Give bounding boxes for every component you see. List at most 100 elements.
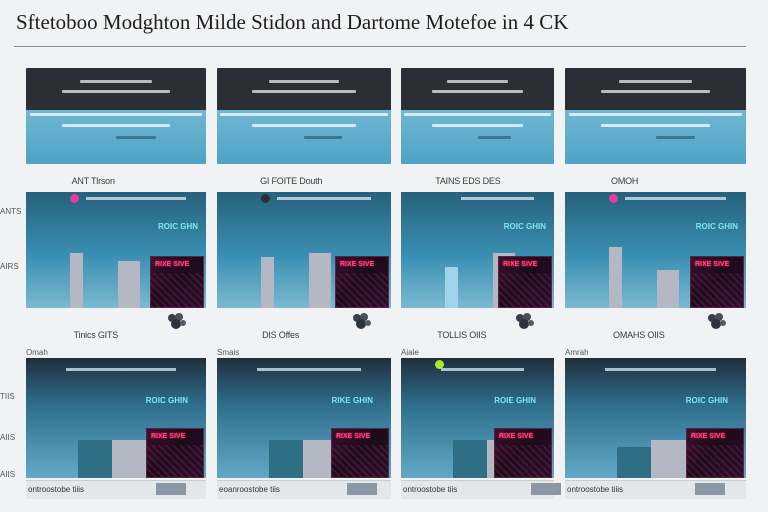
column-left-mark: Omah	[26, 348, 48, 357]
header-light-band	[565, 110, 746, 164]
bar-mark	[309, 252, 331, 308]
header-text-line	[116, 136, 156, 139]
panel-value-label: ROIC GHIN	[503, 222, 546, 231]
legend-text-line	[257, 368, 361, 371]
bar-mark	[453, 439, 487, 478]
bar-mark	[657, 269, 679, 308]
header-text-line	[477, 136, 512, 139]
panel-value-label: ROIC GHIN	[145, 396, 188, 405]
header-text-line	[404, 113, 551, 116]
bar-mark	[112, 439, 148, 478]
lower-panel-4[interactable]: ROIC GHIN RIXE SIVE	[565, 358, 746, 478]
column-left-mark: Aiale	[401, 348, 419, 357]
header-card-4[interactable]	[565, 68, 746, 164]
heatmap-hatch	[495, 445, 551, 477]
header-text-line	[431, 124, 524, 127]
header-dark-band	[401, 68, 554, 110]
legend-dot-icon	[261, 194, 270, 203]
panel-value-label: ROIC GHIN	[685, 396, 728, 405]
legend-dot-icon	[435, 360, 444, 369]
cluster-icon	[706, 312, 728, 329]
upper-panel-1[interactable]: ROIC GHN RIXE SIVE	[26, 192, 206, 308]
header-text-line	[619, 80, 692, 83]
header-text-line	[29, 113, 203, 116]
heatmap-inset: RIXE SIVE	[331, 428, 389, 478]
footer-mini-bar	[695, 483, 725, 495]
heatmap-inset: RIXE SIVE	[150, 256, 204, 308]
footer-label: ontroostobe tiiis	[567, 485, 624, 494]
header-dark-band	[26, 68, 206, 110]
bar-mark	[118, 261, 140, 308]
heatmap-hatch	[151, 273, 203, 307]
legend-text-line	[86, 197, 186, 200]
bar-mark	[445, 267, 458, 308]
header-card-2[interactable]	[217, 68, 391, 164]
header-text-line	[446, 80, 509, 83]
header-text-line	[568, 113, 743, 116]
heatmap-label: RIXE SIVE	[691, 433, 726, 440]
heatmap-inset: RIXE SIVE	[335, 256, 389, 308]
heatmap-hatch	[691, 273, 743, 307]
heatmap-label: RIXE SIVE	[155, 261, 190, 268]
panel-footer[interactable]: eoanroostobe tiis	[217, 480, 391, 499]
row-label-lower-3: AIIS	[0, 470, 16, 479]
heatmap-inset: RIXE SIVE	[146, 428, 204, 478]
header-card-3[interactable]	[401, 68, 554, 164]
upper-panel-3[interactable]: ROIC GHIN RIXE SIVE	[401, 192, 554, 308]
header-text-line	[251, 90, 357, 93]
header-text-line	[431, 90, 524, 93]
panel-value-label: ROIC GHN	[158, 222, 198, 231]
column-caption-mid: Tinics GITS	[73, 330, 119, 340]
header-text-line	[220, 113, 388, 116]
heatmap-label: RIXE SIVE	[151, 433, 186, 440]
heatmap-inset: RIXE SIVE	[498, 256, 552, 308]
heatmap-hatch	[336, 273, 388, 307]
lower-panel-2[interactable]: RIKE GHIN RIXE SIVE	[217, 358, 391, 478]
legend-dot-icon	[70, 194, 79, 203]
panel-footer[interactable]: ontroostobe tiis	[401, 480, 561, 499]
lower-panel-1[interactable]: ROIC GHIN RIXE SIVE	[26, 358, 206, 478]
header-text-line	[269, 80, 339, 83]
header-light-band	[26, 110, 206, 164]
lower-panel-3[interactable]: ROIE GHIN RIXE SIVE	[401, 358, 554, 478]
bar-mark	[609, 246, 622, 308]
legend-text-line	[605, 368, 716, 371]
header-text-line	[251, 124, 357, 127]
column-left-mark: Amrah	[565, 348, 589, 357]
heatmap-label: RIXE SIVE	[503, 261, 538, 268]
header-card-1[interactable]	[26, 68, 206, 164]
column-caption-top: ANT Tlrson	[71, 176, 115, 186]
upper-panel-4[interactable]: ROIC GHIN RIXE SIVE	[565, 192, 746, 308]
panel-footer[interactable]: ontroostobe tiiis	[26, 480, 206, 499]
panel-value-label: ROIC GHIN	[695, 222, 738, 231]
legend-text-line	[277, 197, 371, 200]
column-left-mark: Smais	[217, 348, 240, 357]
title-divider	[14, 46, 746, 47]
heatmap-label: RIXE SIVE	[340, 261, 375, 268]
heatmap-hatch	[332, 445, 388, 477]
heatmap-label: RIXE SIVE	[499, 433, 534, 440]
heatmap-label: RIXE SIVE	[336, 433, 371, 440]
header-text-line	[80, 80, 152, 83]
legend-text-line	[441, 368, 524, 371]
footer-mini-bar	[156, 483, 186, 495]
bar-mark	[70, 252, 83, 308]
heatmap-hatch	[687, 445, 743, 477]
cluster-icon	[514, 312, 536, 329]
header-light-band	[217, 110, 391, 164]
page-title: Sftetoboo Modghton Milde Stidon and Dart…	[16, 10, 569, 34]
header-text-line	[62, 90, 170, 93]
panel-footer[interactable]: ontroostobe tiiis	[565, 480, 746, 499]
heatmap-inset: RIXE SIVE	[690, 256, 744, 308]
upper-panel-2[interactable]: RIXE SIVE	[217, 192, 391, 308]
heatmap-hatch	[499, 273, 551, 307]
header-text-line	[62, 124, 170, 127]
bar-mark	[651, 439, 687, 478]
column-caption-mid: DIS Offes	[262, 330, 300, 340]
header-text-line	[601, 90, 710, 93]
legend-text-line	[625, 197, 726, 200]
header-light-band	[401, 110, 554, 164]
header-text-line	[304, 136, 343, 139]
header-text-line	[601, 124, 710, 127]
row-label-lower-2: AIIS	[0, 433, 16, 442]
